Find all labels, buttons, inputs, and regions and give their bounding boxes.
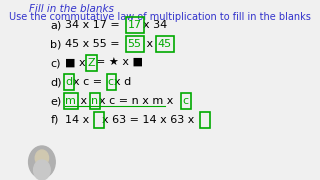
- Text: d: d: [65, 77, 72, 87]
- Circle shape: [34, 160, 50, 180]
- Text: c): c): [50, 58, 61, 68]
- Text: n: n: [92, 96, 99, 106]
- Text: x 63 = 14 x 63 x: x 63 = 14 x 63 x: [102, 115, 195, 125]
- Text: ■ x: ■ x: [65, 58, 86, 68]
- Text: c: c: [183, 96, 189, 106]
- Text: b): b): [50, 39, 61, 49]
- Text: x c = n x m x: x c = n x m x: [99, 96, 177, 106]
- Text: 45 x 55 =: 45 x 55 =: [65, 39, 123, 49]
- Text: 14 x: 14 x: [65, 115, 93, 125]
- Text: c: c: [108, 77, 114, 87]
- Text: 45: 45: [157, 39, 171, 49]
- Text: f): f): [50, 115, 59, 125]
- Text: x c =: x c =: [73, 77, 106, 87]
- Text: Fill in the blanks: Fill in the blanks: [29, 4, 114, 14]
- Text: x d: x d: [115, 77, 132, 87]
- Text: e): e): [50, 96, 61, 106]
- Text: a): a): [50, 20, 61, 30]
- Text: 34 x 17 =: 34 x 17 =: [65, 20, 124, 30]
- Text: Use the commutative law of multiplication to fill in the blanks: Use the commutative law of multiplicatio…: [9, 12, 311, 22]
- Text: x 34: x 34: [143, 20, 167, 30]
- Text: = ★ x ■: = ★ x ■: [95, 58, 142, 68]
- Text: m: m: [65, 96, 76, 106]
- Text: 17: 17: [128, 20, 142, 30]
- Text: Z: Z: [87, 58, 95, 68]
- Circle shape: [35, 150, 49, 166]
- Text: x: x: [77, 96, 91, 106]
- Text: d): d): [50, 77, 62, 87]
- Text: x: x: [143, 39, 156, 49]
- Circle shape: [28, 146, 55, 178]
- Text: 55: 55: [128, 39, 141, 49]
